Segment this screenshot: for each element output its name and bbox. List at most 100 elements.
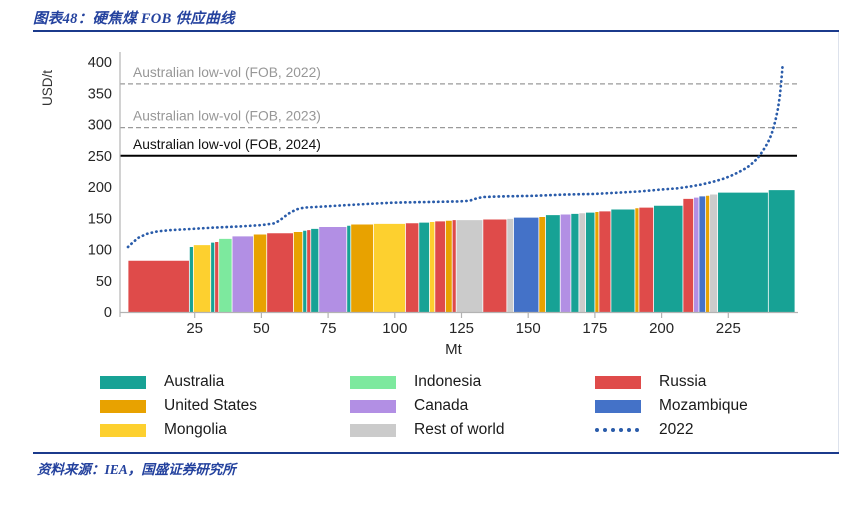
- bar-segment: [445, 220, 452, 312]
- legend-item-2022: 2022: [595, 421, 795, 438]
- legend-label: Mongolia: [164, 421, 227, 438]
- y-tick-label: 50: [96, 274, 112, 290]
- bar-segment: [307, 230, 311, 312]
- supply-curve-chart: Australian low-vol (FOB, 2022) Australian…: [40, 52, 798, 358]
- bar-segment: [483, 219, 507, 312]
- bar-segment: [456, 220, 483, 312]
- table-right-border: [838, 32, 839, 452]
- bar-segment: [653, 205, 683, 312]
- figure-title: 图表48：硬焦煤 FOB 供应曲线: [33, 11, 235, 27]
- color-swatch: [100, 399, 146, 413]
- bar-segment: [351, 224, 374, 312]
- legend-label: United States: [164, 397, 258, 414]
- reference-line-label: Australian low-vol (FOB, 2022): [133, 65, 321, 80]
- legend-item-canada: Canada: [350, 397, 595, 414]
- reference-line-label: Australian low-vol (FOB, 2024): [133, 137, 321, 152]
- y-tick-label: 100: [88, 243, 112, 259]
- y-tick-label: 400: [88, 55, 112, 71]
- bar-segment: [219, 238, 232, 312]
- bar-segment: [507, 218, 514, 312]
- y-tick-label: 150: [88, 211, 112, 227]
- reference-lines: Australian low-vol (FOB, 2022) Australian…: [120, 65, 797, 157]
- legend-item-mongolia: Mongolia: [100, 421, 350, 438]
- bar-segment: [128, 260, 189, 312]
- color-swatch: [350, 399, 396, 413]
- legend-label: Australia: [164, 373, 225, 390]
- bar-segment: [683, 198, 694, 312]
- bar-segment: [303, 230, 307, 312]
- bar-segment: [599, 211, 611, 312]
- bar-segment: [513, 217, 539, 312]
- x-tick-label: 75: [320, 320, 337, 337]
- x-tick-label: 150: [516, 320, 541, 337]
- bar-segment: [545, 215, 560, 312]
- bar-segment: [699, 196, 706, 312]
- bar-segment: [253, 234, 267, 312]
- legend-label: 2022: [659, 421, 694, 438]
- bar-segment: [560, 214, 571, 312]
- bar-segment: [639, 207, 654, 312]
- x-axis-title: Mt: [445, 341, 462, 358]
- bar-segment: [706, 195, 710, 312]
- bar-segment: [215, 242, 219, 312]
- bar-segment: [267, 233, 294, 312]
- dotted-line-swatch: [595, 424, 641, 437]
- color-swatch: [350, 375, 396, 389]
- y-tick-label: 350: [88, 86, 112, 102]
- x-tick-label: 200: [649, 320, 674, 337]
- y-tick-label: 300: [88, 118, 112, 134]
- bar-segment: [768, 190, 795, 312]
- bar-segment: [311, 228, 319, 312]
- bar-segment: [611, 209, 635, 312]
- legend-item-russia: Russia: [595, 373, 795, 390]
- bar-segment: [232, 236, 253, 312]
- bar-segment: [405, 223, 419, 312]
- y-tick-label: 0: [104, 305, 112, 321]
- x-tick-label: 25: [186, 320, 203, 337]
- legend-label: Rest of world: [414, 421, 505, 438]
- color-swatch: [350, 423, 396, 437]
- title-divider: [33, 30, 839, 32]
- bar-segment: [319, 227, 347, 312]
- bar-segment: [718, 192, 768, 312]
- x-tick-label: 50: [253, 320, 270, 337]
- legend-item-united-states: United States: [100, 397, 350, 414]
- color-swatch: [100, 423, 146, 437]
- bar-segment: [571, 213, 579, 312]
- y-tick-label: 200: [88, 180, 112, 196]
- reference-line-label: Australian low-vol (FOB, 2023): [133, 109, 321, 124]
- legend-item-indonesia: Indonesia: [350, 373, 595, 390]
- source-divider: [33, 452, 839, 454]
- legend-item-rest-of-world: Rest of world: [350, 421, 595, 438]
- bar-segment: [347, 225, 351, 312]
- bar-segment: [435, 221, 446, 312]
- bar-segment: [293, 232, 303, 312]
- color-swatch: [100, 375, 146, 389]
- line-2022: [126, 61, 785, 249]
- bar-segment: [211, 242, 215, 312]
- bar-segment: [579, 213, 586, 312]
- bar-segment: [429, 222, 435, 312]
- x-tick-label: 175: [582, 320, 607, 337]
- y-tick-label: 250: [88, 149, 112, 165]
- bar-segment: [189, 247, 193, 312]
- bar-segment: [710, 194, 718, 312]
- chart-legend: Australia Indonesia Russia United States Can…: [100, 373, 795, 438]
- legend-item-mozambique: Mozambique: [595, 397, 795, 414]
- x-tick-label: 100: [382, 320, 407, 337]
- bar-segment: [635, 208, 639, 312]
- color-swatch: [595, 399, 641, 413]
- figure-source: 资料来源：IEA，国盛证券研究所: [37, 462, 236, 477]
- legend-label: Canada: [414, 397, 469, 414]
- bar-segment: [419, 222, 430, 312]
- x-tick-label: 125: [449, 320, 474, 337]
- legend-label: Mozambique: [659, 397, 748, 414]
- legend-label: Russia: [659, 373, 707, 390]
- y-axis-title: USD/t: [40, 70, 55, 106]
- axes: 25 50 75 100 125 150 175 200 225 0 50 100 150 200 250 3…: [40, 52, 798, 358]
- legend-label: Indonesia: [414, 373, 482, 390]
- x-tick-label: 225: [716, 320, 741, 337]
- bar-segment: [595, 212, 599, 312]
- bar-segment: [539, 217, 546, 312]
